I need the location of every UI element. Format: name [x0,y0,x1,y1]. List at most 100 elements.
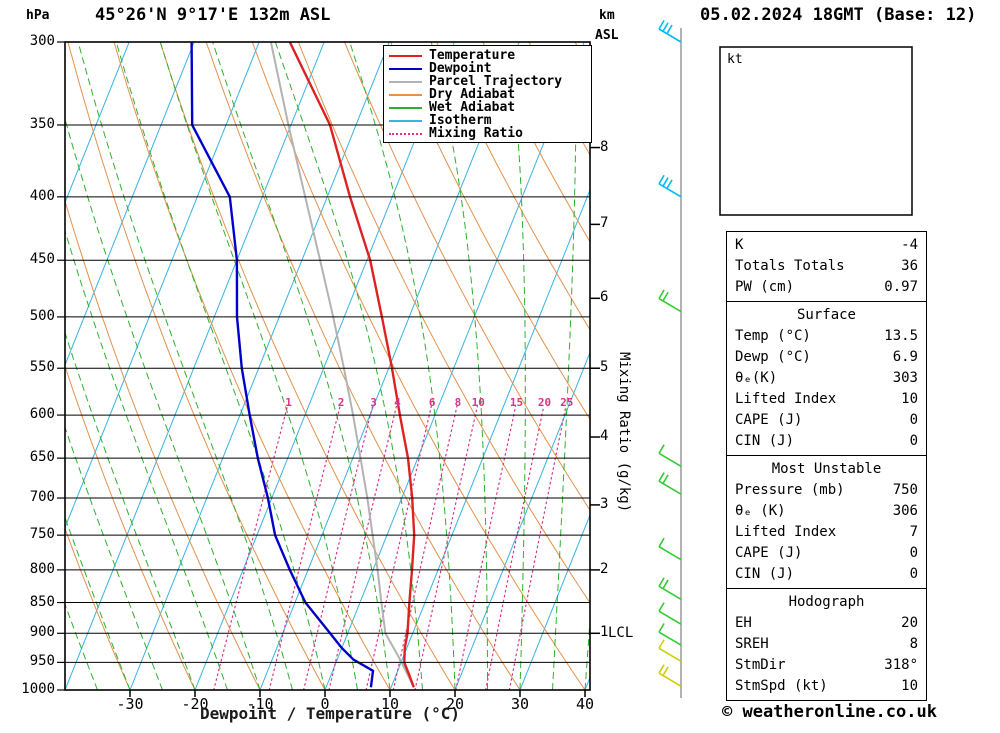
table-row-value: -4 [901,237,918,253]
wind-barb [658,623,682,646]
table-row-label: θₑ(K) [735,370,778,386]
mixing-ratio-value-label: 1 [285,396,292,409]
dry-adiabat-line [390,42,590,421]
table-row: StmDir 318° [727,655,926,676]
legend-entry: Dewpoint [389,62,591,75]
km-tick-label: 2 [600,560,609,577]
isotherm-line [324,42,585,690]
hodograph-unit-label: kt [727,52,743,67]
table-row-value: 13.5 [884,328,918,344]
table-row: Temp (°C) 13.5 [727,326,926,347]
wind-barb [658,537,682,561]
table-row-label: CAPE (J) [735,412,803,428]
table-row: CAPE (J) 0 [727,410,926,431]
isotherm-line [259,42,520,690]
pressure-tick-label: 650 [29,449,55,466]
indices-table: K -4 Totals Totals 36 PW (cm) 0.97 Surface Temp… [726,231,927,701]
legend: Temperature Dewpoint Parcel Trajectory Dry … [383,45,592,143]
run-datetime: 05.02.2024 18GMT (Base: 12) [700,5,977,25]
table-row-label: Pressure (mb) [735,482,845,498]
mixing-ratio-value-label: 10 [472,396,485,409]
legend-line-sample [389,80,422,83]
table-row-value: 10 [901,391,918,407]
pressure-tick-label: 950 [29,653,55,670]
table-row: SREH 8 [727,634,926,655]
table-row-label: EH [735,615,752,631]
table-row-value: 10 [901,678,918,694]
legend-line-sample [389,132,422,135]
table-row-value: 306 [892,503,918,519]
dewpoint-curve [190,42,375,688]
mixing-ratio-value-label: 3 [370,396,377,409]
table-section: Most Unstable Pressure (mb) 750 θₑ (K) 306 Li… [726,455,927,589]
isotherm-line [519,513,590,690]
table-row: CAPE (J) 0 [727,543,926,564]
pressure-tick-label: 700 [29,489,55,506]
temperature-tick-label: 40 [575,695,595,713]
mixing-ratio-line [365,405,432,690]
mixing-ratio-line [303,405,374,690]
mixing-ratio-line [414,405,479,690]
isotherm-line [65,42,325,690]
legend-entry-label: Parcel Trajectory [429,74,563,89]
km-tick-label: 7 [600,215,609,232]
legend-entry-label: Isotherm [429,113,492,128]
asl-axis-label: ASL [595,28,619,43]
table-row-label: K [735,237,744,253]
pressure-tick-label: 350 [29,115,55,132]
legend-line-sample [389,54,422,57]
legend-line-sample [389,106,422,109]
km-tick-label: 5 [600,359,609,376]
table-row: PW (cm) 0.97 [727,277,926,298]
temperature-tick-label: 30 [510,695,530,713]
table-row-value: 750 [892,482,918,498]
table-row-label: SREH [735,636,769,652]
table-row-value: 303 [892,370,918,386]
table-row-value: 20 [901,615,918,631]
table-row-label: Dewp (°C) [735,349,811,365]
pressure-tick-label: 750 [29,526,55,543]
legend-entry-label: Mixing Ratio [429,126,523,141]
wet-adiabat-line [65,117,261,690]
wet-adiabat-line [115,42,326,690]
legend-entry: Dry Adiabat [389,88,591,101]
lcl-marker-label: LCL [608,625,634,641]
temperature-tick-label: -20 [181,695,209,713]
pressure-axis: 300 350 400 450 500 550 600 650 700 750 800 850 900 9… [15,0,57,733]
pressure-tick-label: 400 [29,187,55,204]
table-row: CIN (J) 0 [727,431,926,452]
km-tick-label: 3 [600,495,609,512]
table-row: EH 20 [727,613,926,634]
isotherm-line [65,42,195,367]
table-section: K -4 Totals Totals 36 PW (cm) 0.97 [726,231,927,302]
pressure-axis-unit: hPa [26,8,50,23]
table-row-label: StmDir [735,657,786,673]
mixing-ratio-value-label: 15 [510,396,523,409]
legend-entry-label: Wet Adiabat [429,100,516,115]
hodograph-border [719,46,913,216]
station-title: 45°26'N 9°17'E 132m ASL [95,5,331,25]
wind-barb [658,577,682,601]
legend-entry: Isotherm [389,114,591,127]
table-row: Lifted Index 10 [727,389,926,410]
legend-entry: Parcel Trajectory [389,75,591,88]
table-section: Surface Temp (°C) 13.5 Dewp (°C) 6.9 θₑ(K) 303… [726,301,927,456]
copyright: © weatheronline.co.uk [722,702,937,722]
legend-entry: Temperature [389,49,591,62]
table-row-label: PW (cm) [735,279,795,295]
mixing-ratio-line [213,405,289,690]
table-row-label: CIN (J) [735,566,795,582]
temperature-tick-label: -30 [116,695,144,713]
pressure-tick-label: 1000 [21,681,55,697]
wet-adiabat-line [65,515,131,690]
legend-entry-label: Temperature [429,48,516,63]
pressure-tick-label: 550 [29,359,55,376]
pressure-tick-label: 500 [29,307,55,324]
table-section: Hodograph EH 20 SREH 8 StmDir 318° StmSpd (kt) 1… [726,588,927,701]
pressure-tick-label: 800 [29,560,55,577]
temperature-tick-label: -10 [246,695,274,713]
table-row-label: θₑ (K) [735,503,786,519]
legend-entry-label: Dewpoint [429,61,492,76]
pressure-tick-label: 300 [29,33,55,49]
